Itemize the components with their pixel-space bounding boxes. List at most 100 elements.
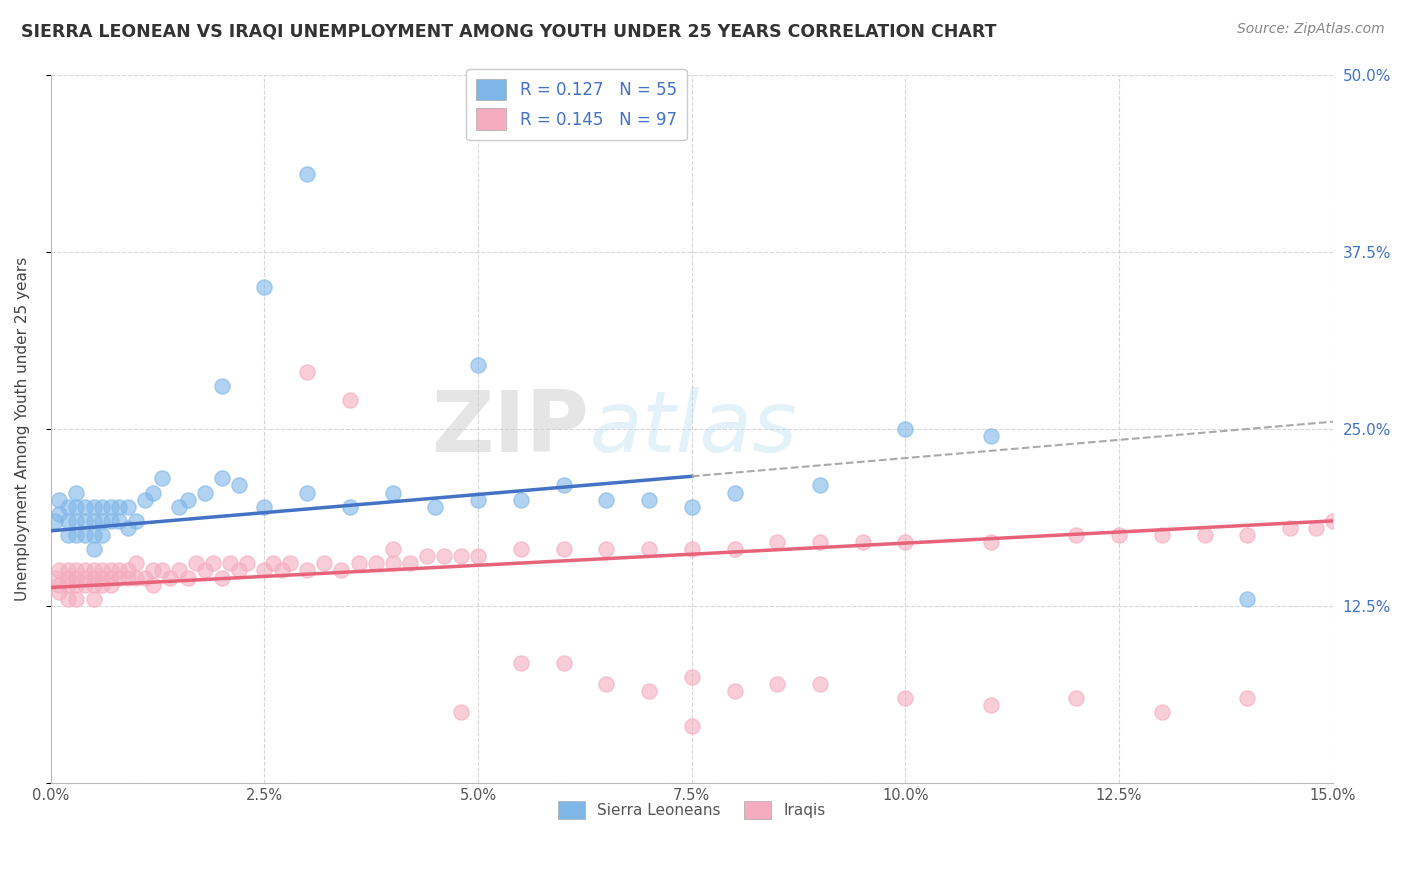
Point [1150, 528, 1173, 542]
Point [48, 564, 70, 578]
Point [638, 492, 661, 507]
Point [176, 492, 198, 507]
Point [65, 564, 87, 578]
Point [73, 514, 96, 528]
Point [681, 719, 703, 733]
Text: SIERRA LEONEAN VS IRAQI UNEMPLOYMENT AMONG YOUTH UNDER 25 YEARS CORRELATION CHAR: SIERRA LEONEAN VS IRAQI UNEMPLOYMENT AMO… [21, 22, 997, 40]
Point [253, 280, 276, 294]
Point [73, 564, 96, 578]
Point [553, 656, 575, 670]
Point [100, 564, 122, 578]
Point [1066, 528, 1088, 542]
Point [253, 500, 276, 514]
Point [894, 691, 917, 706]
Point [125, 514, 148, 528]
Point [339, 393, 361, 408]
Point [980, 429, 1002, 443]
Point [134, 492, 156, 507]
Point [509, 656, 531, 670]
Point [56, 570, 79, 584]
Point [894, 535, 917, 549]
Point [270, 564, 292, 578]
Point [236, 557, 259, 571]
Point [808, 535, 831, 549]
Point [56, 500, 79, 514]
Point [150, 564, 173, 578]
Point [83, 570, 105, 584]
Point [65, 500, 87, 514]
Point [83, 542, 105, 557]
Point [595, 677, 617, 691]
Point [398, 557, 420, 571]
Point [330, 564, 353, 578]
Point [416, 549, 439, 564]
Point [1066, 691, 1088, 706]
Point [48, 507, 70, 521]
Point [894, 422, 917, 436]
Point [766, 677, 789, 691]
Point [364, 557, 387, 571]
Point [425, 500, 447, 514]
Point [211, 570, 233, 584]
Point [980, 698, 1002, 712]
Point [142, 564, 165, 578]
Point [44, 514, 66, 528]
Point [1305, 521, 1327, 535]
Point [1236, 528, 1258, 542]
Point [142, 577, 165, 591]
Point [681, 542, 703, 557]
Point [56, 577, 79, 591]
Point [142, 485, 165, 500]
Point [509, 542, 531, 557]
Point [681, 500, 703, 514]
Point [595, 542, 617, 557]
Point [100, 570, 122, 584]
Point [852, 535, 875, 549]
Point [1236, 691, 1258, 706]
Point [100, 577, 122, 591]
Point [1322, 514, 1344, 528]
Point [176, 570, 198, 584]
Point [314, 557, 336, 571]
Point [108, 564, 131, 578]
Point [73, 570, 96, 584]
Point [211, 471, 233, 485]
Point [117, 570, 139, 584]
Point [56, 591, 79, 606]
Point [1194, 528, 1216, 542]
Point [450, 549, 472, 564]
Point [83, 577, 105, 591]
Point [117, 564, 139, 578]
Point [297, 365, 319, 379]
Y-axis label: Unemployment Among Youth under 25 years: Unemployment Among Youth under 25 years [15, 257, 30, 601]
Point [211, 379, 233, 393]
Point [48, 584, 70, 599]
Text: Source: ZipAtlas.com: Source: ZipAtlas.com [1237, 22, 1385, 37]
Point [65, 570, 87, 584]
Point [297, 167, 319, 181]
Point [253, 564, 276, 578]
Point [108, 514, 131, 528]
Point [56, 528, 79, 542]
Point [48, 577, 70, 591]
Point [117, 521, 139, 535]
Point [108, 500, 131, 514]
Point [553, 542, 575, 557]
Point [1150, 705, 1173, 719]
Point [638, 684, 661, 698]
Legend: Sierra Leoneans, Iraqis: Sierra Leoneans, Iraqis [551, 795, 832, 825]
Point [48, 492, 70, 507]
Point [83, 500, 105, 514]
Point [509, 492, 531, 507]
Point [100, 500, 122, 514]
Point [65, 591, 87, 606]
Point [65, 528, 87, 542]
Point [91, 570, 114, 584]
Point [73, 577, 96, 591]
Point [467, 549, 489, 564]
Point [381, 485, 404, 500]
Point [347, 557, 370, 571]
Point [723, 684, 745, 698]
Point [1108, 528, 1130, 542]
Point [91, 564, 114, 578]
